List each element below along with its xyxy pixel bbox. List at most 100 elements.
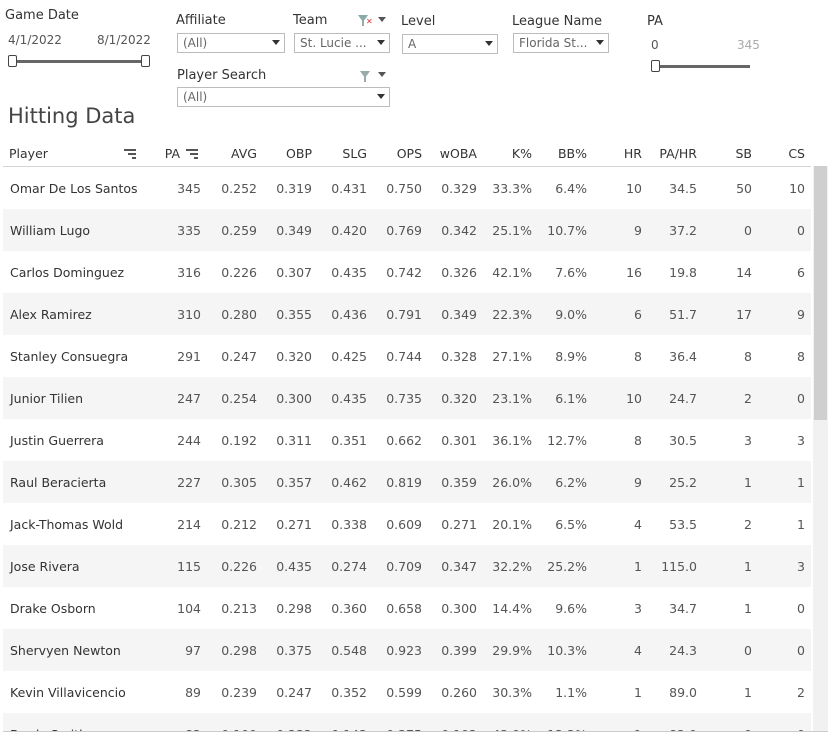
stat-cell: 10.7%: [532, 209, 587, 251]
scrollbar-thumb[interactable]: [814, 166, 827, 420]
table-row[interactable]: Drake Osborn 104 0.213 0.298 0.360 0.658 0.300…: [3, 587, 811, 629]
stat-cell: 0.338: [331, 516, 367, 532]
stat-cell: 0.192: [422, 713, 477, 731]
pa-slider-track[interactable]: [653, 65, 750, 68]
column-header-bb-pct[interactable]: BB%: [532, 140, 587, 167]
table-row[interactable]: Jack-Thomas Wold 214 0.212 0.271 0.338 0.609 0…: [3, 503, 811, 545]
column-header-woba[interactable]: wOBA: [422, 140, 477, 167]
stat-cell: 8: [797, 348, 805, 364]
stat-cell: 0.462: [312, 461, 367, 503]
column-header-pa[interactable]: PA: [139, 140, 201, 167]
table-row[interactable]: Shervyen Newton 97 0.298 0.375 0.548 0.923 0.3…: [3, 629, 811, 671]
stat-cell: 34.7: [669, 600, 697, 616]
league-name-dropdown[interactable]: Florida St...: [513, 33, 609, 53]
stat-cell: 214: [177, 516, 201, 532]
stat-cell: 0.260: [441, 684, 477, 700]
table-row[interactable]: Kevin Villavicencio 89 0.239 0.247 0.352 0.59…: [3, 671, 811, 713]
stat-cell: 30.5: [669, 432, 697, 448]
sort-icon[interactable]: [123, 148, 136, 160]
game-date-end-handle[interactable]: [141, 55, 150, 67]
column-header-obp[interactable]: OBP: [257, 140, 312, 167]
stat-cell: 0.305: [201, 461, 257, 503]
table-row[interactable]: Justin Guerrera 244 0.192 0.311 0.351 0.662 0.…: [3, 419, 811, 461]
column-header-pa-hr[interactable]: PA/HR: [642, 140, 697, 167]
stat-cell: 0.213: [221, 600, 257, 616]
stat-cell: 97: [139, 629, 201, 671]
player-search-dropdown[interactable]: (All): [177, 87, 390, 107]
table-row[interactable]: Jose Rivera 115 0.226 0.435 0.274 0.709 0.347 3…: [3, 545, 811, 587]
stat-cell: 1: [752, 461, 811, 503]
table-bottom-divider: [3, 731, 828, 732]
stat-cell: 0.349: [422, 293, 477, 335]
player-search-menu-chevron-icon[interactable]: [378, 72, 386, 77]
stat-cell: 0.351: [331, 432, 367, 448]
stat-cell: 9: [587, 461, 642, 503]
column-header-slg[interactable]: SLG: [312, 140, 367, 167]
stat-cell: 0.431: [331, 180, 367, 196]
game-date-start-handle[interactable]: [8, 55, 17, 67]
sort-descending-icon[interactable]: [186, 148, 198, 160]
stat-cell: 0: [797, 600, 805, 616]
stat-cell: 20.1%: [492, 516, 532, 532]
stat-cell: 0.307: [276, 264, 312, 280]
hitting-data-table-viewport[interactable]: Player PA AVG OBP SLG OPS wOBA K% BB% HR…: [3, 140, 811, 731]
player-name-cell: Junior Tilien: [3, 377, 139, 419]
stat-cell: 16: [626, 264, 642, 280]
level-dropdown[interactable]: A: [402, 34, 498, 54]
stat-cell: 6.5%: [555, 516, 587, 532]
stat-cell: 32.2%: [477, 545, 532, 587]
column-header-ops[interactable]: OPS: [367, 140, 422, 167]
player-name-cell: Jack-Thomas Wold: [10, 516, 124, 532]
team-label: Team: [293, 13, 328, 28]
game-date-end[interactable]: 8/1/2022: [97, 33, 151, 47]
stat-cell: 8.9%: [555, 348, 587, 364]
game-date-slider-track[interactable]: [11, 60, 149, 63]
stat-cell: 316: [177, 264, 201, 280]
column-header-player[interactable]: Player: [3, 140, 139, 167]
affiliate-label: Affiliate: [176, 13, 226, 28]
stat-cell: 26.0%: [477, 461, 532, 503]
stat-cell: 43.9%: [477, 713, 532, 731]
stat-cell: 0.819: [367, 461, 422, 503]
affiliate-dropdown[interactable]: (All): [177, 33, 285, 53]
table-row[interactable]: Brady Smith820.1000.2320.1430.3750.19243…: [3, 713, 811, 731]
stat-cell: 1: [587, 713, 642, 731]
stat-cell: 51.7: [642, 293, 697, 335]
column-header-avg[interactable]: AVG: [201, 140, 257, 167]
stat-cell: 0.347: [422, 545, 477, 587]
stat-cell: 9.6%: [555, 600, 587, 616]
clear-filter-icon[interactable]: [358, 15, 368, 26]
table-row[interactable]: Alex Ramirez 310 0.280 0.355 0.436 0.791 0.349…: [3, 293, 811, 335]
team-dropdown[interactable]: St. Lucie ...: [294, 33, 390, 53]
column-header-sb[interactable]: SB: [697, 140, 752, 167]
league-name-value: Florida St...: [519, 36, 588, 50]
stat-cell: 335: [139, 209, 201, 251]
stat-cell: 24.7: [642, 377, 697, 419]
column-header-cs[interactable]: CS: [752, 140, 811, 167]
table-row[interactable]: Stanley Consuegra 291 0.247 0.320 0.425 0.744…: [3, 335, 811, 377]
column-header-hr[interactable]: HR: [587, 140, 642, 167]
funnel-icon[interactable]: [360, 71, 370, 82]
stat-cell: 82.0: [642, 713, 697, 731]
league-name-label: League Name: [512, 14, 602, 29]
table-row[interactable]: Carlos Dominguez 316 0.226 0.307 0.435 0.742 0…: [3, 251, 811, 293]
stat-cell: 227: [139, 461, 201, 503]
stat-cell: 10: [587, 377, 642, 419]
table-row[interactable]: Raul Beracierta 227 0.305 0.357 0.462 0.819 0.…: [3, 461, 811, 503]
table-row[interactable]: Omar De Los Santos 345 0.252 0.319 0.431 0.75…: [3, 167, 811, 210]
stat-cell: 14: [736, 264, 752, 280]
chevron-down-icon: [377, 94, 385, 99]
stat-cell: 0.662: [386, 432, 422, 448]
stat-cell: 0.609: [386, 516, 422, 532]
stat-cell: 0.298: [276, 600, 312, 616]
game-date-start[interactable]: 4/1/2022: [8, 33, 62, 47]
player-name-cell: Alex Ramirez: [3, 293, 139, 335]
column-header-label: PA: [164, 145, 181, 161]
column-header-k-pct[interactable]: K%: [477, 140, 532, 167]
pa-slider-handle[interactable]: [651, 60, 660, 72]
table-row[interactable]: Junior Tilien 247 0.254 0.300 0.435 0.735 0.32…: [3, 377, 811, 419]
player-name-cell: Raul Beracierta: [3, 461, 139, 503]
stat-cell: 310: [139, 293, 201, 335]
team-menu-chevron-icon[interactable]: [378, 17, 386, 22]
table-row[interactable]: William Lugo 335 0.259 0.349 0.420 0.769 0.342…: [3, 209, 811, 251]
